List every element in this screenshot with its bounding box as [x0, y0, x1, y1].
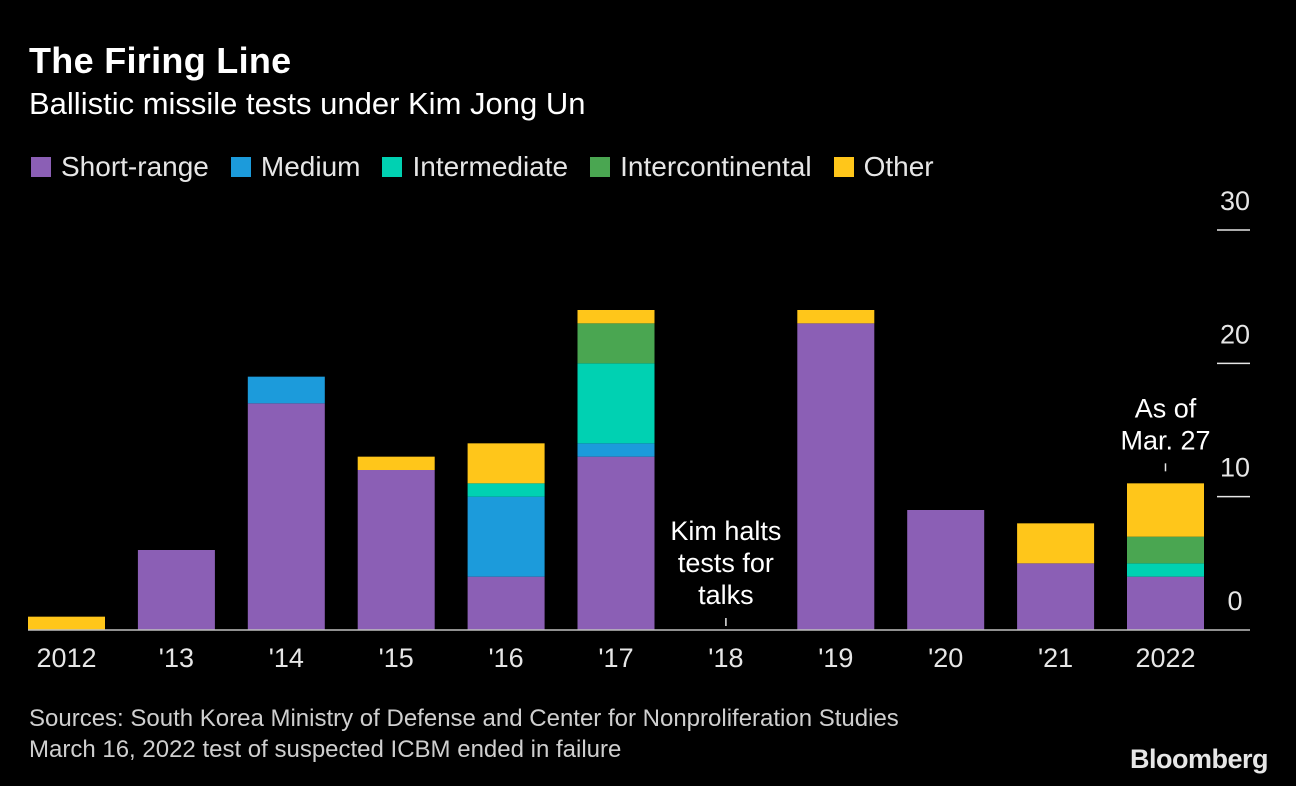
- annotation-label: As of: [1135, 393, 1197, 423]
- legend-label: Short-range: [61, 151, 209, 182]
- sources-line: Sources: South Korea Ministry of Defense…: [29, 705, 899, 732]
- bar-segment: [1127, 576, 1204, 630]
- bar-segment: [577, 310, 655, 324]
- y-tick-label: 0: [1227, 586, 1242, 616]
- bar-segment: [1127, 536, 1204, 564]
- x-tick-label: '20: [928, 643, 963, 673]
- x-tick-label: '18: [708, 643, 743, 673]
- bar-segment: [137, 550, 215, 630]
- annotation-label: talks: [698, 580, 754, 610]
- legend-swatch: [31, 157, 51, 177]
- bar-segment: [467, 443, 545, 484]
- legend-item-short-range: Short-range: [31, 151, 209, 183]
- y-tick-label: 10: [1220, 453, 1250, 483]
- footnote-line: March 16, 2022 test of suspected ICBM en…: [29, 736, 622, 763]
- chart-plot: 2012 '13 '14 '15 '16 '17 '18 '19 '20 '21 2022 0 10 20…: [28, 186, 1250, 673]
- y-tick-label: 30: [1220, 186, 1250, 216]
- legend-label: Other: [863, 151, 934, 182]
- x-tick-label: '19: [818, 643, 853, 673]
- annotation-label: Kim halts: [670, 516, 781, 546]
- legend-label: Intermediate: [412, 151, 569, 182]
- bar-segment: [1017, 563, 1095, 630]
- bar-segment: [577, 323, 655, 364]
- legend-item-other: Other: [833, 151, 934, 183]
- x-tick-label: '17: [598, 643, 633, 673]
- bar-segment: [797, 323, 875, 630]
- annotation-label: Mar. 27: [1120, 425, 1210, 455]
- bar-segment: [577, 363, 655, 444]
- bar-segment: [357, 456, 435, 470]
- x-tick-label: '16: [489, 643, 524, 673]
- bar-segment: [247, 376, 325, 404]
- x-tick-label: 2022: [1135, 643, 1195, 673]
- legend: Short-range Medium Intermediate Intercon…: [31, 151, 956, 183]
- bar-segment: [907, 510, 985, 630]
- bar-segment: [467, 496, 545, 577]
- bar-segment: [577, 456, 655, 630]
- y-tick-label: 20: [1220, 319, 1250, 349]
- legend-swatch: [230, 157, 251, 177]
- bar-segment: [577, 443, 655, 457]
- bar-segment: [1017, 523, 1095, 564]
- legend-item-intermediate: Intermediate: [382, 151, 568, 183]
- x-tick-label: '13: [159, 643, 194, 673]
- x-tick-label: 2012: [36, 643, 96, 673]
- bar-segment: [1127, 563, 1204, 577]
- bar-segment: [357, 470, 435, 630]
- legend-swatch: [590, 157, 611, 177]
- sources-note: Sources: South Korea Ministry of Defense…: [29, 703, 899, 765]
- legend-label: Medium: [260, 151, 361, 182]
- legend-item-medium: Medium: [230, 151, 361, 183]
- legend-item-intercontinental: Intercontinental: [590, 151, 812, 183]
- bar-segment: [467, 576, 545, 630]
- bar-segment: [247, 403, 325, 630]
- annotation-label: tests for: [678, 548, 774, 578]
- x-tick-label: '21: [1038, 643, 1073, 673]
- legend-label: Intercontinental: [620, 151, 812, 182]
- legend-swatch: [833, 157, 854, 177]
- bar-segment: [797, 310, 875, 324]
- legend-swatch: [382, 157, 403, 177]
- chart-subtitle: Ballistic missile tests under Kim Jong U…: [29, 86, 586, 121]
- x-tick-label: '15: [379, 643, 414, 673]
- bar-segment: [28, 616, 105, 630]
- chart-title: The Firing Line: [29, 40, 292, 81]
- bar-segment: [1127, 483, 1204, 537]
- x-tick-label: '14: [269, 643, 304, 673]
- bloomberg-logo: Bloomberg: [1129, 744, 1269, 774]
- bar-segment: [467, 483, 545, 497]
